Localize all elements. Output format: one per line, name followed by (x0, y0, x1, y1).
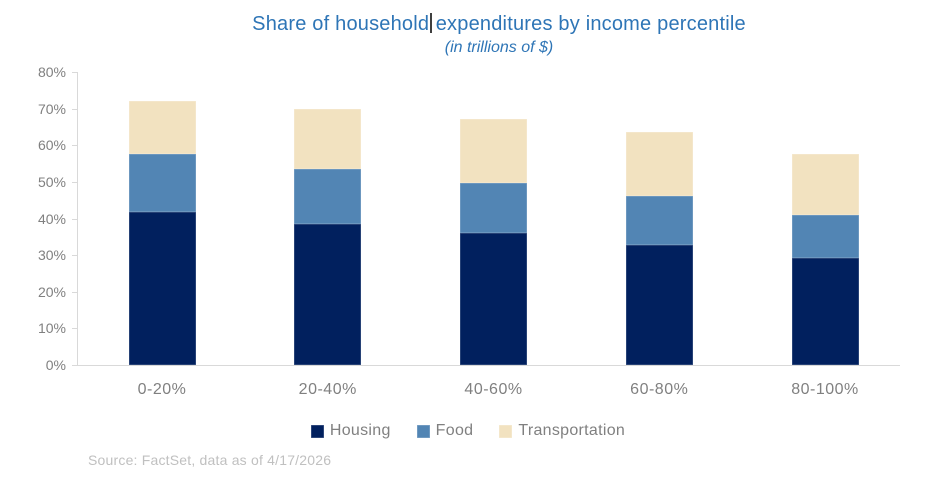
bar-segment-food-0-20%[interactable] (128, 154, 196, 213)
y-axis-tick (72, 291, 77, 293)
y-axis-tick (72, 255, 77, 257)
chart-title-text-before-cursor: Share of household (252, 13, 430, 35)
bar-segment-food-80-100%[interactable] (791, 214, 859, 259)
x-axis-category-label: 20-40% (298, 381, 357, 398)
x-axis-category-label: 80-100% (791, 381, 859, 398)
x-axis-category-label: 0-20% (137, 381, 187, 398)
y-axis-tick-label: 20% (37, 283, 66, 300)
bar-segment-housing-80-100%[interactable] (791, 258, 859, 365)
bar-segment-housing-0-20%[interactable] (128, 212, 196, 365)
y-axis-line (77, 72, 78, 365)
bar-segment-transportation-80-100%[interactable] (791, 154, 859, 215)
chart-subtitle[interactable]: (in trillions of $) (444, 39, 554, 56)
y-axis-tick-label: 30% (37, 247, 66, 264)
legend-swatch-icon (416, 424, 430, 438)
y-axis-tick (72, 145, 77, 147)
x-axis-line (77, 365, 900, 366)
legend-label: Food (435, 422, 474, 439)
bar-segment-transportation-40-60%[interactable] (460, 119, 527, 183)
y-axis-tick-label: 0% (45, 357, 66, 373)
y-axis-tick (72, 218, 77, 220)
bar-segment-transportation-0-20%[interactable] (128, 101, 196, 155)
y-axis-tick (72, 365, 77, 366)
legend-item-transportation[interactable]: Transportation (499, 422, 625, 440)
bar-segment-food-60-80%[interactable] (625, 196, 693, 246)
y-axis-tick-label: 60% (37, 137, 66, 154)
y-axis-tick-label: 80% (37, 64, 66, 80)
text-cursor-caret (430, 13, 432, 33)
legend-swatch-icon (310, 424, 324, 438)
x-axis-category-label: 60-80% (630, 381, 689, 398)
y-axis-tick (72, 72, 77, 73)
legend-item-food[interactable]: Food (416, 422, 474, 440)
y-axis-tick-label: 10% (37, 320, 66, 337)
bar-segment-food-20-40%[interactable] (294, 168, 362, 225)
y-axis-tick (72, 108, 77, 110)
bar-segment-housing-40-60%[interactable] (460, 233, 527, 365)
legend-label: Housing (329, 422, 391, 439)
chart-title-text-after-cursor: expenditures by income percentile (435, 13, 746, 35)
legend-item-housing[interactable]: Housing (310, 422, 391, 440)
y-axis-tick-label: 70% (37, 100, 66, 117)
x-axis-category-label: 40-60% (464, 381, 523, 398)
bar-segment-transportation-60-80%[interactable] (625, 132, 693, 197)
y-axis-tick-label: 40% (37, 210, 66, 227)
y-axis-tick-label: 50% (37, 173, 66, 190)
source-note: Source: FactSet, data as of 4/17/2026 (88, 452, 332, 468)
legend-swatch-icon (499, 424, 513, 438)
bar-segment-transportation-20-40%[interactable] (294, 108, 362, 169)
y-axis-tick (72, 328, 77, 330)
bar-segment-housing-60-80%[interactable] (625, 245, 693, 365)
chart-legend: Housing Food Transportation (0, 422, 936, 440)
legend-label: Transportation (518, 422, 626, 439)
y-axis-tick (72, 181, 77, 183)
bar-segment-food-40-60%[interactable] (460, 182, 527, 234)
chart-title[interactable]: Share of household expenditures by income… (62, 13, 936, 36)
chart-title-block: Share of household expenditures by income… (62, 13, 936, 57)
bar-segment-housing-20-40%[interactable] (294, 224, 362, 365)
